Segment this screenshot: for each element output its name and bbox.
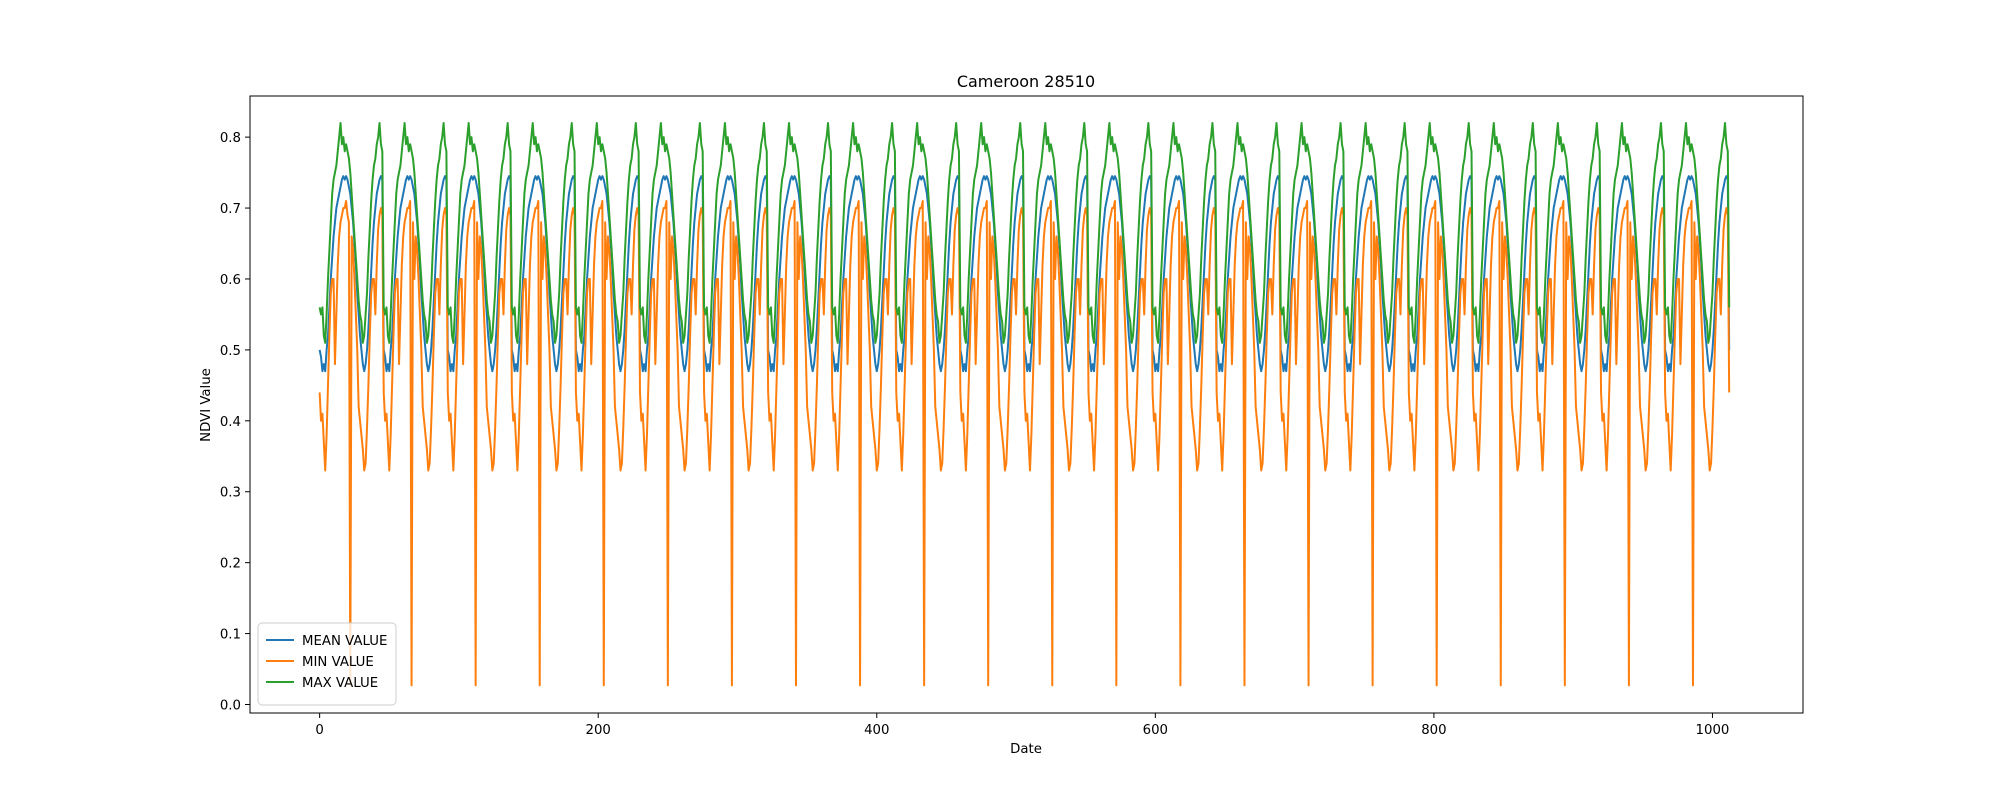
x-tick-label: 800 <box>1421 723 1446 738</box>
x-tick-label: 200 <box>586 723 611 738</box>
legend-label: MIN VALUE <box>302 655 374 670</box>
series-line <box>318 199 1731 687</box>
plot-frame <box>249 95 1804 714</box>
x-axis: 0 200 400 600 800 1000 <box>315 713 1729 738</box>
y-tick-label: 0.1 <box>220 628 241 643</box>
y-tick-label: 0.7 <box>220 202 241 217</box>
y-tick-label: 0.3 <box>220 486 241 501</box>
legend-box <box>257 622 397 706</box>
x-tick-label: 0 <box>315 723 323 738</box>
y-tick-label: 0.0 <box>220 698 241 713</box>
y-axis: 0.0 0.1 0.2 0.3 0.4 0.5 0.6 0.7 0.8 <box>220 131 250 713</box>
y-tick-label: 0.8 <box>220 131 241 146</box>
x-tick-label: 1000 <box>1696 723 1730 738</box>
y-tick-label: 0.5 <box>220 344 241 359</box>
y-axis-label: NDVI Value <box>199 368 214 442</box>
x-tick-label: 400 <box>864 723 889 738</box>
y-tick-label: 0.4 <box>220 415 241 430</box>
legend-label: MEAN VALUE <box>302 634 387 649</box>
legend: MEAN VALUE MIN VALUE MAX VALUE <box>257 622 397 706</box>
y-tick-label: 0.2 <box>220 557 241 572</box>
x-axis-label: Date <box>1010 742 1042 757</box>
y-tick-label: 0.6 <box>220 273 241 288</box>
chart-title: Cameroon 28510 <box>957 72 1095 91</box>
series-line <box>318 121 1731 344</box>
x-tick-label: 600 <box>1143 723 1168 738</box>
plot-area <box>318 121 1731 687</box>
legend-label: MAX VALUE <box>302 676 378 691</box>
